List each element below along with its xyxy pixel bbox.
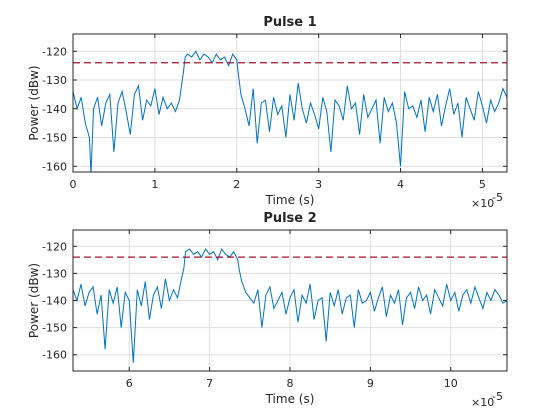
y-tick-label: -150 [42,132,67,145]
x-tick-label: 1 [151,178,158,191]
y-tick-label: -140 [42,103,67,116]
x-tick-label: 3 [315,178,322,191]
y-tick-label: -160 [42,160,67,173]
plot-area [73,34,507,172]
y-axis-label: Power (dBw) [27,65,41,140]
y-tick-label: -120 [42,240,67,253]
y-tick-label: -130 [42,74,67,87]
pulse-2-axes: 6 7 8 9 10 -160 -150 -140 -130 -120 Pulse 2 Time (s… [27,211,508,409]
x-tick-label: 0 [70,178,77,191]
y-axis-label: Power (dBw) [27,263,41,338]
axes-frame [72,33,508,173]
x-exponent-label: ×10 [471,197,494,210]
x-tick-label: 10 [444,377,458,390]
x-tick-label: 7 [206,377,213,390]
y-tick-label: -140 [42,295,67,308]
chart-title: Pulse 2 [263,211,316,226]
y-tick-label: -150 [42,322,67,335]
x-exponent-label: ×10 [471,396,494,409]
x-tick-label: 2 [233,178,240,191]
y-tick-label: -120 [42,45,67,58]
power-trace-line [73,247,507,363]
x-exponent-value: -5 [492,191,503,204]
x-tick-label: 4 [397,178,404,191]
x-exponent-value: -5 [492,390,503,403]
x-tick-label: 9 [367,377,374,390]
x-tick-label: 6 [126,377,133,390]
x-tick-label: 8 [287,377,294,390]
x-axis-label: Time (s) [265,193,315,207]
pulse-1-axes: 0 1 2 3 4 5 -160 -150 -140 -130 -120 Pulse 1 Time (s… [27,15,508,210]
power-trace-line [73,50,507,172]
y-tick-label: -130 [42,267,67,280]
x-axis-label: Time (s) [265,392,315,406]
chart-title: Pulse 1 [263,15,316,30]
y-tick-label: -160 [42,349,67,362]
x-tick-label: 5 [479,178,486,191]
